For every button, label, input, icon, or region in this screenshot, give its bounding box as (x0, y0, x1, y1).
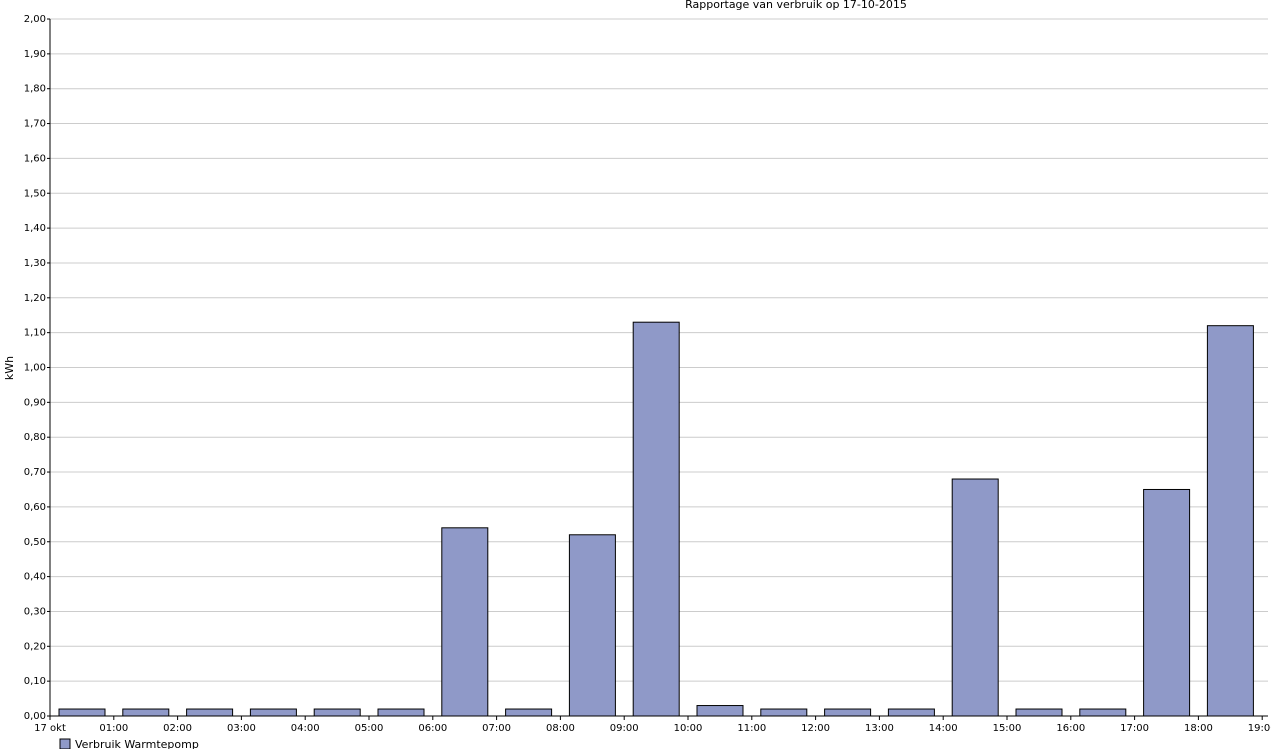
bar (568, 534, 616, 717)
y-tick-label: 0,70 (24, 467, 46, 478)
y-tick-label: 0,30 (24, 606, 46, 617)
bar (1143, 488, 1191, 717)
y-tick-label: 1,10 (24, 328, 46, 339)
x-tick-label: 03:00 (227, 723, 256, 734)
x-tick-label: 06:00 (418, 723, 447, 734)
x-tick-label: 10:00 (674, 723, 703, 734)
bar (505, 708, 553, 717)
y-tick-label: 0,60 (24, 502, 46, 513)
y-tick-label: 2,00 (24, 14, 46, 25)
x-tick-label: 01:00 (99, 723, 128, 734)
legend-swatch (59, 738, 71, 750)
bar (1206, 325, 1254, 717)
x-tick-label: 14:00 (929, 723, 958, 734)
x-tick-label: 09:00 (610, 723, 639, 734)
y-tick-label: 0,50 (24, 537, 46, 548)
x-tick-label: 02:00 (163, 723, 192, 734)
y-tick-label: 1,70 (24, 119, 46, 130)
x-tick-label: 16:00 (1056, 723, 1085, 734)
y-tick-label: 1,20 (24, 293, 46, 304)
x-tick-label: 15:00 (993, 723, 1022, 734)
x-tick-label: 18:00 (1184, 723, 1213, 734)
bar (313, 708, 361, 717)
bar (441, 527, 489, 717)
bar (887, 708, 935, 717)
x-tick-label: 07:00 (482, 723, 511, 734)
y-tick-label: 1,40 (24, 223, 46, 234)
chart-title: Rapportage van verbruik op 17-10-2015 (685, 0, 907, 11)
bar (377, 708, 425, 717)
y-tick-label: 0,20 (24, 641, 46, 652)
x-tick-label: 08:00 (546, 723, 575, 734)
y-tick-label: 0,80 (24, 432, 46, 443)
x-tick-label: 12:00 (801, 723, 830, 734)
bar (249, 708, 297, 717)
bar (632, 321, 680, 717)
bar (1079, 708, 1127, 717)
y-tick-label: 1,50 (24, 188, 46, 199)
bar (58, 708, 106, 717)
bar (696, 705, 744, 717)
y-tick-label: 0,00 (24, 711, 46, 722)
x-tick-label: 17:00 (1120, 723, 1149, 734)
bar (824, 708, 872, 717)
x-tick-label: 04:00 (291, 723, 320, 734)
bar (1015, 708, 1063, 717)
y-tick-label: 1,80 (24, 84, 46, 95)
y-tick-label: 1,60 (24, 153, 46, 164)
bar (186, 708, 234, 717)
x-tick-label: 19:00 (1248, 723, 1271, 734)
bar (760, 708, 808, 717)
y-tick-label: 1,90 (24, 49, 46, 60)
legend-label: Verbruik Warmtepomp (75, 738, 199, 749)
y-tick-label: 1,00 (24, 363, 46, 374)
y-tick-label: 0,40 (24, 572, 46, 583)
bar (122, 708, 170, 717)
y-tick-label: 0,10 (24, 676, 46, 687)
x-tick-label: 13:00 (865, 723, 894, 734)
y-tick-label: 0,90 (24, 397, 46, 408)
x-tick-label: 17 okt (34, 723, 66, 734)
y-tick-label: 1,30 (24, 258, 46, 269)
x-tick-label: 05:00 (355, 723, 384, 734)
bar (951, 478, 999, 717)
y-axis-label: kWh (3, 356, 16, 380)
x-tick-label: 11:00 (737, 723, 766, 734)
